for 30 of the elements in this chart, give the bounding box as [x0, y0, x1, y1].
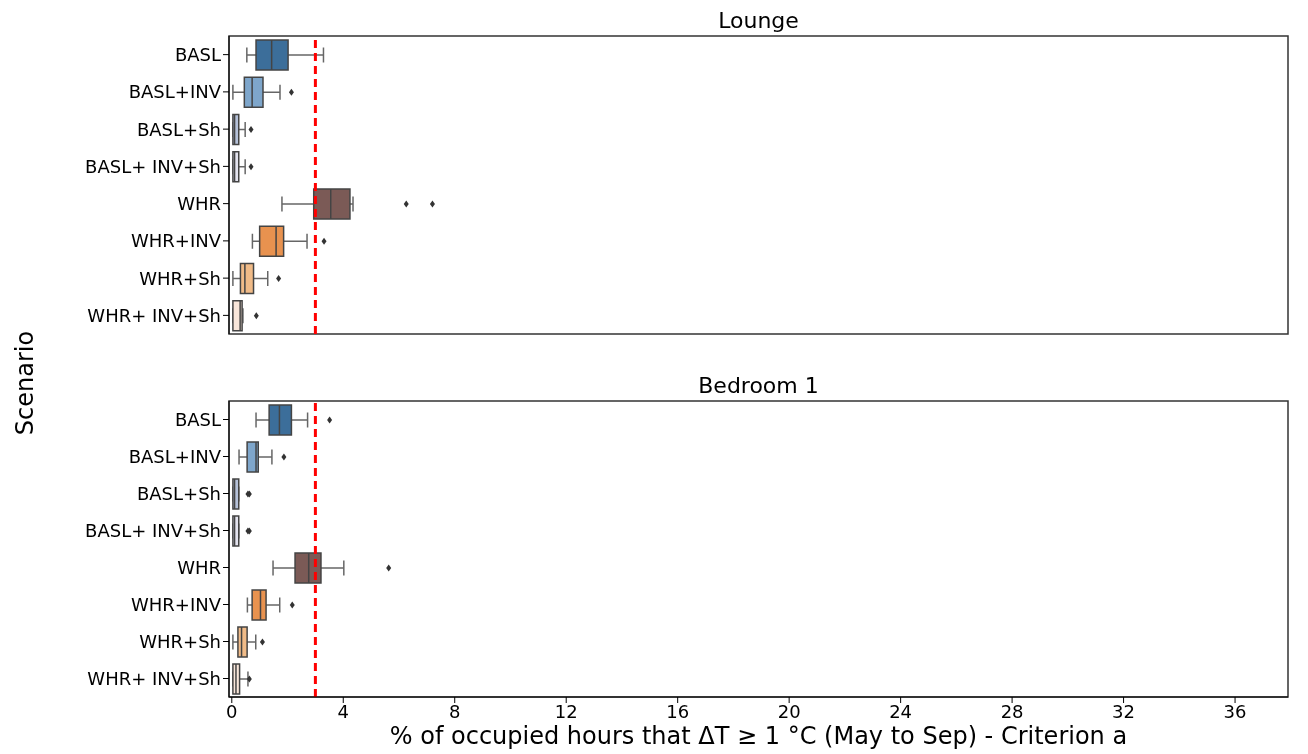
y-tick-label: BASL — [174, 44, 221, 66]
y-tick-label: BASL+INV — [128, 445, 222, 467]
y-axis-title: Scenario — [11, 330, 39, 436]
y-tick-label: BASL+ INV+Sh — [85, 155, 221, 177]
x-tick-label: 36 — [1223, 700, 1247, 722]
y-tick-label: BASL+Sh — [136, 482, 221, 504]
y-tick-label: BASL — [174, 408, 221, 430]
y-tick-label: WHR+ INV+Sh — [87, 304, 221, 326]
x-tick-label: 20 — [777, 700, 801, 722]
y-tick-label: BASL+INV — [128, 81, 222, 103]
x-tick-label: 32 — [1112, 700, 1136, 722]
y-tick-label: WHR+Sh — [139, 267, 221, 289]
y-tick-label: WHR+INV — [130, 230, 222, 252]
y-tick-label: BASL+Sh — [136, 118, 221, 140]
x-tick-label: 28 — [1000, 700, 1024, 722]
y-tick-label: BASL+ INV+Sh — [85, 519, 221, 541]
chart-title: Bedroom 1 — [697, 373, 820, 398]
x-tick-label: 24 — [889, 700, 913, 722]
x-tick-label: 4 — [337, 700, 349, 722]
x-tick-label: 8 — [449, 700, 461, 722]
y-tick-label: WHR+ INV+Sh — [87, 667, 221, 689]
x-tick-label: 12 — [554, 700, 578, 722]
x-tick-label: 16 — [666, 700, 690, 722]
chart-title: Lounge — [717, 8, 800, 33]
x-axis-title: % of occupied hours that ΔT ≥ 1 °C (May to Sep) - Criterion a — [388, 722, 1129, 750]
x-tick-label: 0 — [226, 700, 238, 722]
y-tick-label: WHR — [177, 193, 221, 215]
y-tick-label: WHR — [177, 556, 221, 578]
y-tick-label: WHR+Sh — [139, 630, 221, 652]
y-tick-label: WHR+INV — [130, 593, 222, 615]
